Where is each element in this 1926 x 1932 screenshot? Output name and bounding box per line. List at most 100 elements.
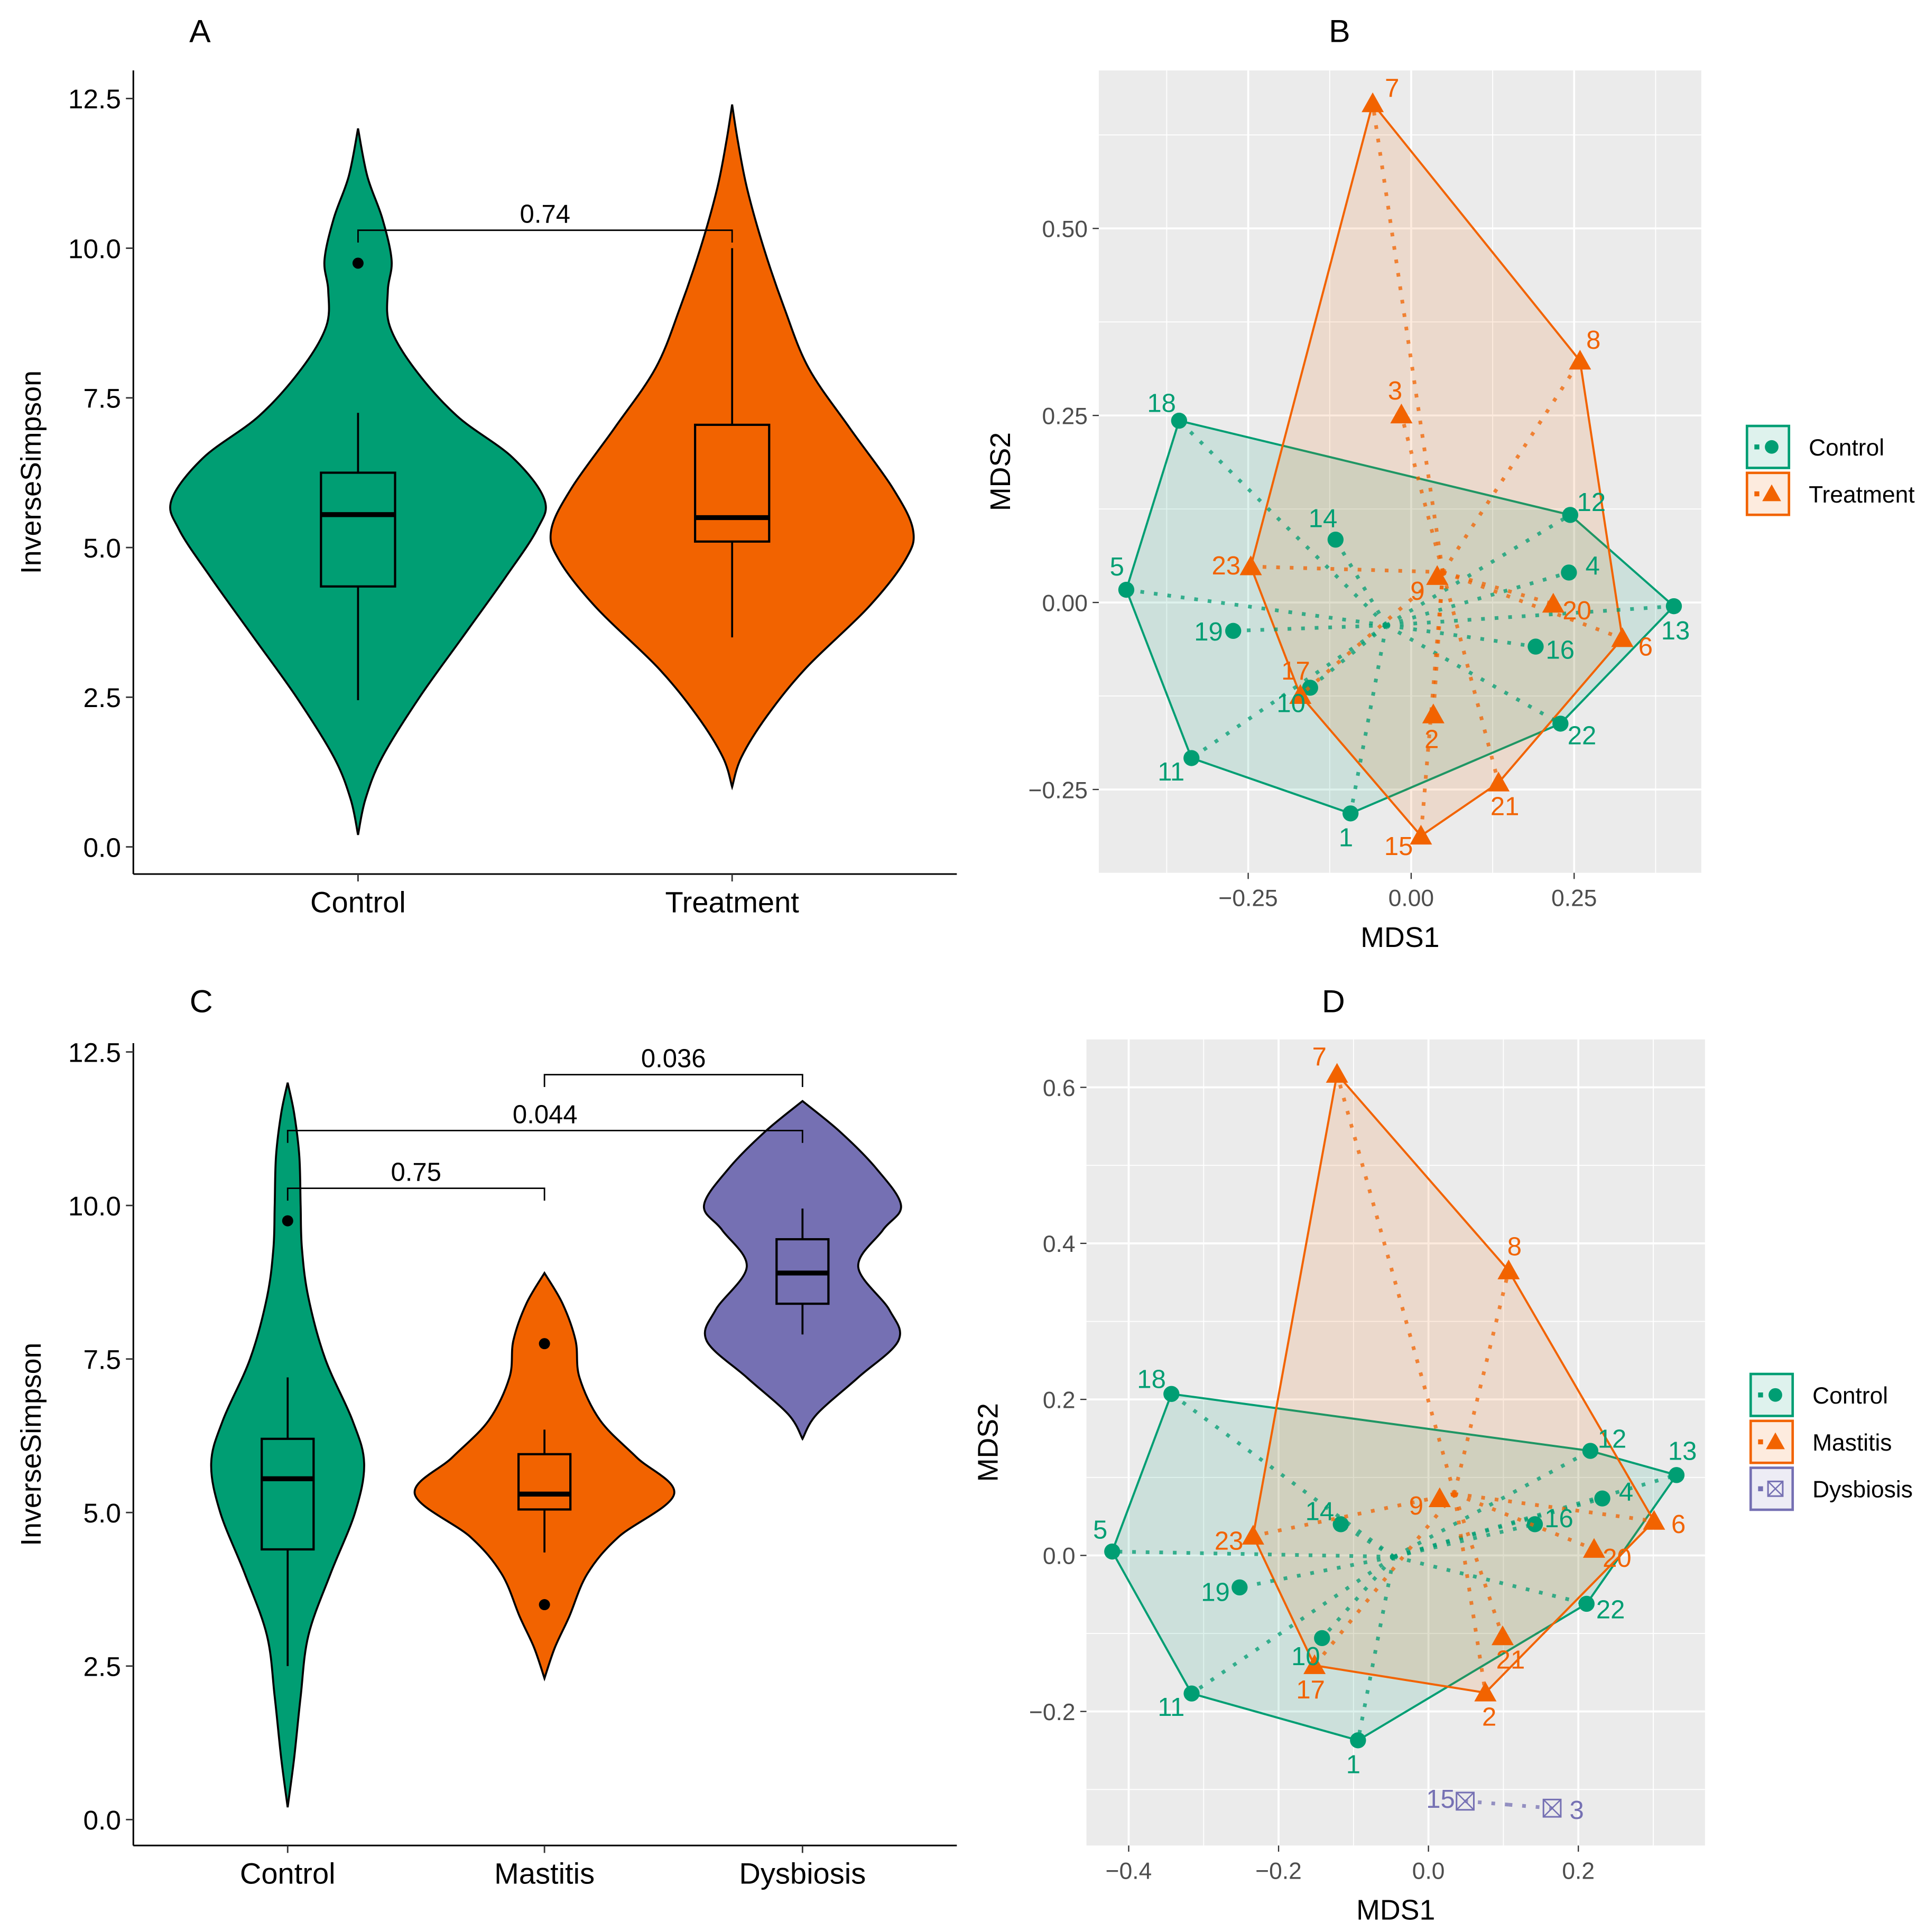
point-triangle [1766,1432,1785,1450]
point-label: 1 [1339,824,1353,852]
hull-control [1111,1392,1679,1742]
spider-line [1385,513,1571,627]
x-tick-label: Dysbiosis [739,1857,866,1890]
point-label: 7 [1385,74,1399,103]
point-circle [1527,638,1544,655]
point-circle [1332,1516,1349,1532]
violin-control [210,1082,365,1808]
point-circle [1526,1516,1543,1532]
box-iqr [320,471,396,588]
spider-line [1371,103,1445,573]
significance-bracket [286,1187,545,1201]
legend-item-control: Control [1745,424,1884,469]
point-circle [1582,1443,1599,1459]
point-circle [1104,1543,1121,1560]
point-triangle [1289,684,1312,704]
y-tick-label: 2.5 [83,1651,121,1682]
point-label: 11 [1158,1693,1184,1722]
point-label: 21 [1490,793,1520,821]
box-iqr [517,1453,572,1511]
legend-label: Dysbiosis [1812,1477,1913,1503]
point-circle [1314,1630,1330,1647]
spider-line [1170,1392,1395,1558]
point-label: 4 [1586,552,1600,580]
point-triangle [1390,403,1413,424]
point-label: 12 [1577,488,1606,517]
p-value-label: 0.036 [641,1045,706,1073]
square-marker [1542,1798,1562,1818]
point-circle [1665,598,1682,615]
p-value-label: 0.74 [520,200,570,229]
square-marker [1456,1791,1475,1811]
legend-dot [1754,491,1760,497]
point-label: 9 [1409,1492,1423,1520]
legend-dot [1758,1486,1763,1491]
point-circle [1327,531,1344,548]
x-tick-label: −0.4 [1106,1858,1152,1884]
spider-line [1313,1492,1456,1667]
point-triangle [1428,1487,1451,1507]
legend-dot [1758,1439,1763,1445]
point-circle [1578,1595,1595,1612]
spider-line [1393,1473,1677,1559]
point-circle [1118,581,1135,598]
point-label: 2 [1482,1703,1496,1732]
point-label: 18 [1147,389,1176,418]
box-iqr [261,1437,315,1551]
y-axis-title: InverseSimpson [15,1343,47,1546]
x-tick-label: Control [240,1857,336,1890]
box-iqr [694,423,771,543]
spider-line [1126,588,1387,627]
outlier-point [539,1599,550,1611]
point-triangle [1611,627,1634,647]
point-label: 22 [1568,722,1597,750]
point-triangle [1410,824,1432,845]
point-triangle [1497,1259,1520,1279]
point-triangle [1487,772,1510,792]
point-label: 8 [1586,326,1600,355]
x-tick-label: −0.2 [1255,1858,1302,1884]
point-label: 23 [1212,552,1241,580]
y-tick-label: 12.5 [68,1037,121,1067]
square-marker [1767,1480,1784,1497]
point-circle [1342,805,1359,822]
outlier-point [539,1338,550,1350]
x-tick-label: Treatment [665,885,800,918]
point-label: 5 [1110,553,1124,581]
point-label: 22 [1596,1595,1625,1624]
cross-marker [1767,1481,1783,1497]
point-label: 14 [1309,504,1338,533]
violin-treatment [549,104,915,791]
point-label: 6 [1671,1510,1686,1539]
x-tick-label: 0.00 [1388,886,1434,912]
spider-line [1393,1555,1587,1606]
point-label: 7 [1312,1043,1327,1071]
point-triangle [1239,555,1262,575]
point-triangle [1362,92,1384,113]
point-label: 6 [1638,633,1653,662]
y-tick-label: 0.6 [1043,1075,1076,1101]
point-label: 10 [1276,689,1305,718]
point-triangle [1569,349,1591,370]
x-tick-label: Mastitis [494,1857,595,1890]
x-axis-title: MDS1 [1360,922,1439,953]
spider-line [1453,1492,1595,1551]
y-tick-label: −0.25 [1029,777,1088,803]
y-tick-label: 12.5 [68,83,121,114]
outlier-point [282,1215,293,1227]
y-tick-label: 0.0 [1043,1544,1076,1569]
spider-line [1442,570,1623,640]
point-label: 15 [1384,832,1413,861]
legend-dot [1758,1392,1763,1398]
y-tick-label: 0.0 [83,1805,121,1835]
spider-line [1251,564,1443,574]
point-circle [1668,1467,1685,1483]
spider-line [1393,1449,1591,1559]
legend-key [1749,1466,1794,1511]
outlier-point [352,257,364,269]
legend-label: Control [1809,435,1884,461]
point-label: 3 [1388,377,1402,405]
y-tick-label: 0.0 [83,832,121,862]
legend-item-treatment: Treatment [1745,471,1915,516]
point-circle [1562,507,1579,523]
